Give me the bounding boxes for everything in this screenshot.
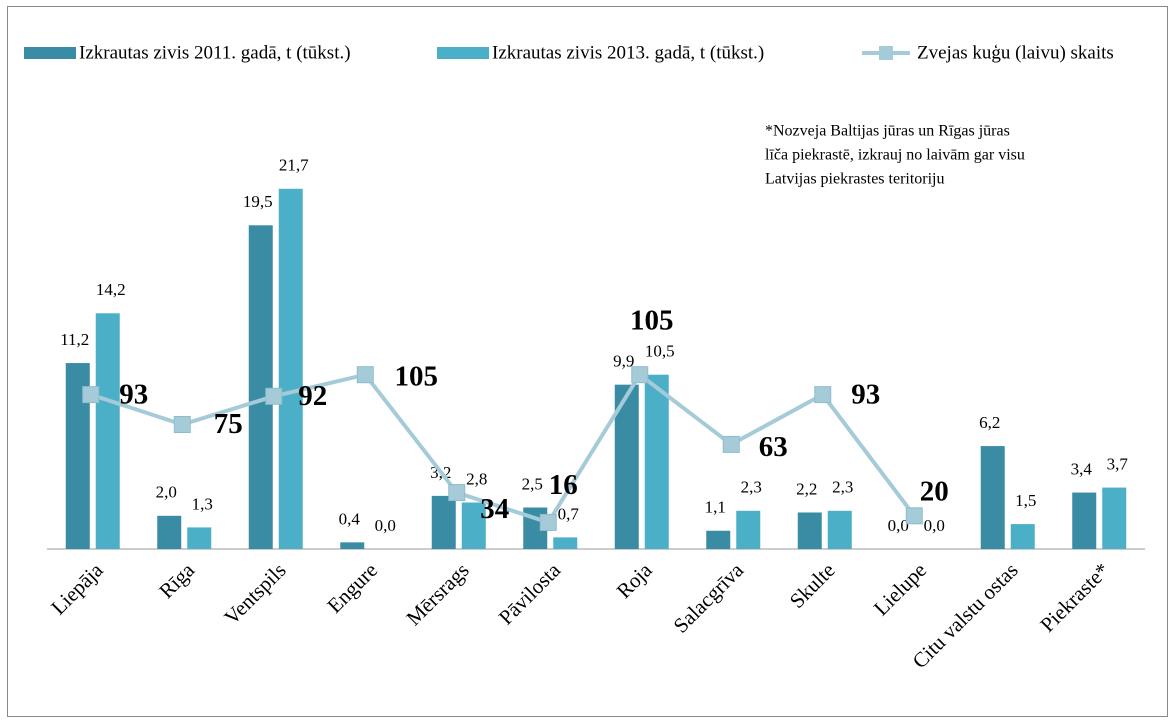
annotation: līča piekrastē, izkrauj no laivām gar vi… [765, 147, 1025, 164]
value-label: 3,4 [1071, 459, 1093, 478]
value-label: 10,5 [645, 342, 675, 361]
bar [248, 225, 273, 550]
value-label: 2,3 [741, 478, 762, 497]
line-value-label: 93 [119, 378, 148, 410]
bar [187, 527, 212, 549]
value-label: 11,2 [60, 330, 89, 349]
bar [827, 510, 852, 549]
legend-marker [879, 46, 893, 60]
value-label: 2,3 [832, 478, 853, 497]
value-label: 14,2 [96, 280, 126, 299]
line-value-label: 92 [298, 380, 327, 412]
line-marker [173, 416, 191, 433]
line-value-label: 16 [549, 469, 578, 501]
value-label: 2,2 [796, 479, 817, 498]
bar [461, 502, 486, 549]
bar [736, 510, 761, 549]
bar [431, 495, 456, 549]
value-label: 2,0 [156, 483, 177, 502]
legend-swatch [24, 47, 76, 59]
value-label: 9,9 [613, 352, 634, 371]
value-label: 0,0 [924, 516, 945, 535]
bar [95, 313, 120, 549]
value-label: 0,0 [888, 516, 909, 535]
annotation: Latvijas piekrastes teritoriju [765, 171, 945, 188]
value-label: 0,0 [375, 516, 396, 535]
value-label: 6,2 [979, 413, 1000, 432]
value-label: 2,5 [522, 474, 543, 493]
bar [1072, 492, 1097, 549]
line-marker [448, 484, 466, 502]
value-label: 3,7 [1107, 454, 1129, 473]
line-marker [265, 387, 283, 405]
bar [1102, 487, 1127, 549]
bar [340, 542, 365, 549]
legend-label: Izkrautas zivis 2013. gadā, t (tūkst.) [492, 42, 764, 63]
annotation: *Nozveja Baltijas jūras un Rīgas jūras [765, 123, 1010, 140]
line-marker [631, 366, 649, 384]
line-value-label: 105 [395, 360, 439, 392]
line-marker [356, 366, 374, 384]
value-label: 1,3 [192, 494, 213, 513]
value-label: 0,4 [339, 509, 361, 528]
bar [157, 515, 182, 549]
line-marker [905, 507, 923, 525]
line-value-label: 63 [759, 431, 788, 463]
value-label: 19,5 [243, 192, 273, 211]
legend-label: Izkrautas zivis 2011. gadā, t (tūkst.) [79, 42, 351, 63]
value-label: 1,1 [705, 498, 726, 517]
bar [1010, 524, 1035, 549]
line [90, 371, 916, 525]
value-label: 0,7 [558, 504, 580, 523]
bar [278, 188, 303, 549]
line-value-label: 20 [920, 475, 949, 507]
line-marker [539, 513, 557, 531]
bar [553, 537, 578, 549]
line-value-label: 34 [480, 493, 509, 525]
line-marker [814, 386, 832, 404]
line-marker [722, 435, 740, 453]
line-value-label: 93 [851, 378, 880, 410]
legend-label: Zvejas kuģu (laivu) skaits [917, 42, 1114, 63]
bar [706, 530, 731, 549]
bar [980, 446, 1005, 549]
frame [7, 6, 1168, 717]
bar [644, 374, 669, 549]
line-value-label: 75 [214, 408, 243, 440]
value-label: 21,7 [279, 156, 309, 175]
line-value-label: 105 [630, 304, 674, 336]
value-label: 1,5 [1015, 491, 1036, 510]
legend-swatch [437, 47, 489, 59]
value-label: 2,8 [466, 469, 487, 488]
line-marker [82, 386, 100, 404]
bar [797, 512, 822, 549]
